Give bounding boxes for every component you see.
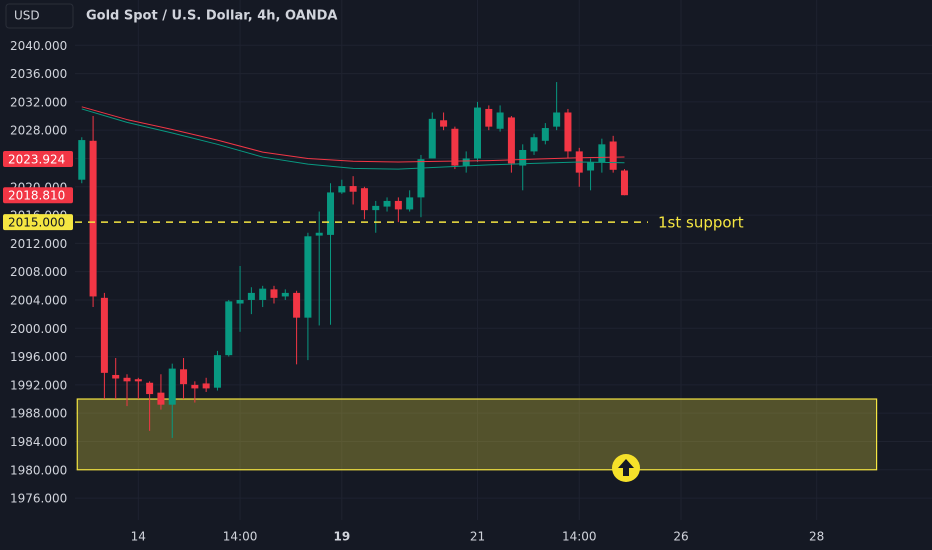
candle-body [180, 369, 188, 385]
price-label: 2018.810 [8, 189, 65, 203]
price-label-box [3, 187, 73, 204]
candle-body [394, 200, 402, 210]
x-tick-label: 19 [333, 530, 350, 544]
y-tick-label: 1988.000 [10, 407, 67, 421]
candle-body [462, 158, 470, 166]
x-tick-label: 14:00 [562, 530, 597, 544]
candle-body [598, 144, 606, 163]
candle-body [225, 301, 233, 356]
candle-body [485, 108, 493, 127]
candle-body [451, 128, 459, 166]
x-tick-label: 21 [470, 530, 485, 544]
candle-body [587, 162, 595, 171]
x-tick-label: 28 [809, 530, 824, 544]
y-tick-label: 2008.000 [10, 265, 67, 279]
candle-body [327, 192, 335, 235]
candle-body [134, 379, 142, 382]
candle-body [360, 188, 368, 211]
candle-body [191, 384, 199, 389]
currency-box[interactable] [5, 3, 74, 29]
candle-body [123, 377, 131, 382]
candle-body [315, 232, 323, 236]
candle-body [620, 170, 628, 196]
candle-body [417, 159, 425, 198]
ma-line [81, 106, 625, 163]
candle-body [157, 392, 165, 405]
candle-body [304, 236, 312, 318]
candle-body [213, 355, 221, 388]
y-tick-label: 1984.000 [10, 435, 67, 449]
candle-body [553, 112, 561, 127]
y-tick-label: 2040.000 [10, 39, 67, 53]
y-tick-label: 2004.000 [10, 293, 67, 307]
candle-body [564, 112, 572, 152]
y-tick-label: 1976.000 [10, 492, 67, 506]
price-label-box [3, 214, 73, 231]
candle-body [473, 107, 481, 159]
candle-body [146, 382, 154, 395]
x-tick-label: 26 [673, 530, 688, 544]
candle-body [372, 205, 380, 211]
x-tick-label: 14 [131, 530, 146, 544]
y-tick-label: 2032.000 [10, 95, 67, 109]
plot: 14 14:00 19 21 14:00 26 28 1st support [75, 0, 932, 544]
y-tick-label: 2012.000 [10, 237, 67, 251]
y-tick-label: 2036.000 [10, 67, 67, 81]
candle-body [270, 289, 278, 298]
candle-body [281, 292, 289, 297]
y-tick-label: 2000.000 [10, 322, 67, 336]
candle-body [496, 112, 504, 129]
price-label-box [3, 151, 73, 168]
candle-body [507, 117, 515, 164]
candle-body [247, 292, 255, 300]
candle-body [338, 186, 346, 193]
candle-body [168, 368, 176, 405]
candle-body [406, 197, 414, 210]
support-zone [76, 398, 878, 471]
chart-title: Gold Spot / U.S. Dollar, 4h, OANDA [86, 9, 337, 24]
price-label: 2015.000 [8, 216, 65, 230]
ma-line [81, 108, 625, 170]
candle-body [259, 288, 267, 300]
candle-body [89, 140, 97, 297]
candle-body [541, 128, 549, 141]
candle-body [100, 297, 108, 373]
candle-body [519, 149, 527, 166]
price-label: 2023.924 [8, 153, 65, 167]
candle-body [383, 200, 391, 207]
candle-body [293, 292, 301, 318]
y-tick-label: 1992.000 [10, 378, 67, 392]
candle-body [349, 186, 357, 192]
candle-body [609, 141, 617, 170]
support-label: 1st support [658, 214, 744, 232]
y-tick-label: 1980.000 [10, 463, 67, 477]
arrow-icon[interactable] [612, 454, 640, 482]
y-tick-label: 2028.000 [10, 124, 67, 138]
candle-body [440, 120, 448, 127]
candle-body [428, 118, 436, 159]
candle-body [112, 374, 120, 379]
candle-body [530, 137, 538, 152]
candle-body [236, 299, 244, 304]
x-tick-label: 14:00 [223, 530, 258, 544]
candle-body [78, 140, 86, 180]
candle-body [202, 383, 210, 389]
currency[interactable]: USD [14, 9, 40, 23]
y-tick-label: 1996.000 [10, 350, 67, 364]
